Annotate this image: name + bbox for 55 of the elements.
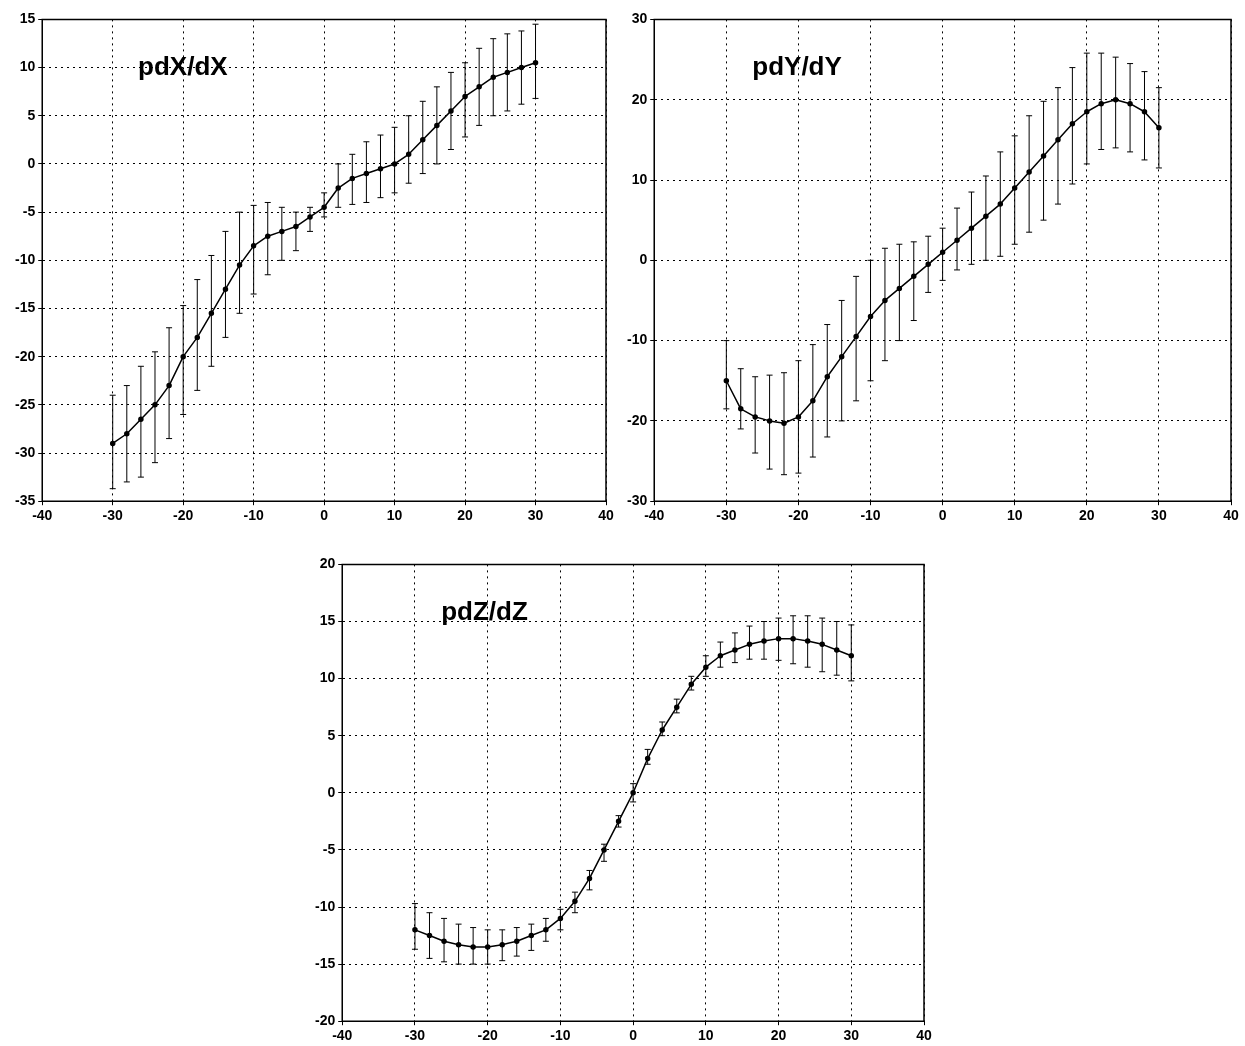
x-tick-label: -40 (32, 507, 53, 524)
y-tick-label: 10 (631, 170, 648, 187)
x-tick-label: 40 (598, 507, 614, 524)
y-tick-label: 0 (27, 154, 36, 171)
y-tick-label: 10 (19, 58, 36, 75)
y-tick-label: 0 (639, 251, 648, 268)
x-tick-label: -10 (550, 1027, 571, 1044)
x-tick-label: 10 (1006, 507, 1023, 524)
x-tick-label: -10 (243, 507, 264, 524)
text: pdX/dX (138, 50, 229, 81)
y-tick-label: -5 (22, 202, 36, 219)
x-tick-label: 40 (1223, 507, 1239, 524)
y-tick-label: 0 (327, 783, 336, 800)
x-tick-label: 40 (916, 1027, 932, 1044)
y-tick-label: -15 (15, 299, 36, 316)
text: pdZ/dZ (441, 595, 528, 626)
y-tick-label: -30 (627, 492, 648, 509)
y-tick-label: 5 (27, 106, 36, 123)
x-tick-label: -20 (788, 507, 809, 524)
y-tick-label: -35 (15, 492, 36, 509)
x-tick-label: 0 (938, 507, 947, 524)
y-tick-label: -30 (15, 443, 36, 460)
x-tick-label: -20 (173, 507, 194, 524)
y-tick-label: -15 (315, 954, 336, 971)
x-tick-label: 20 (1079, 507, 1095, 524)
x-tick-label: 10 (386, 507, 403, 524)
y-tick-label: -20 (627, 411, 648, 428)
y-tick-label: -25 (15, 395, 36, 412)
x-tick-label: -30 (102, 507, 124, 524)
y-tick-label: -20 (15, 347, 36, 364)
x-tick-label: -10 (860, 507, 881, 524)
text: pdY/dY (752, 50, 842, 81)
y-tick-label: 15 (19, 10, 36, 27)
y-tick-label: 15 (319, 612, 336, 629)
x-tick-label: -40 (332, 1027, 353, 1044)
x-tick-label: -20 (477, 1027, 499, 1044)
x-tick-label: 30 (843, 1027, 860, 1044)
y-tick-label: -10 (315, 897, 336, 914)
x-tick-label: 20 (770, 1027, 787, 1044)
y-tick-label: 30 (631, 10, 648, 27)
y-tick-label: 5 (327, 726, 336, 743)
y-tick-label: -20 (315, 1012, 336, 1029)
x-tick-label: -30 (404, 1027, 426, 1044)
x-tick-label: 30 (527, 507, 544, 524)
x-tick-label: -40 (644, 507, 665, 524)
x-tick-label: 10 (698, 1027, 714, 1044)
y-tick-label: -5 (322, 840, 336, 857)
x-tick-label: 30 (1151, 507, 1167, 524)
y-tick-label: -10 (15, 251, 36, 268)
y-tick-label: -10 (627, 331, 648, 348)
x-tick-label: -30 (716, 507, 737, 524)
y-tick-label: 10 (319, 669, 336, 686)
y-tick-label: 20 (631, 90, 648, 107)
x-tick-label: 20 (457, 507, 474, 524)
y-tick-label: 20 (319, 555, 336, 572)
